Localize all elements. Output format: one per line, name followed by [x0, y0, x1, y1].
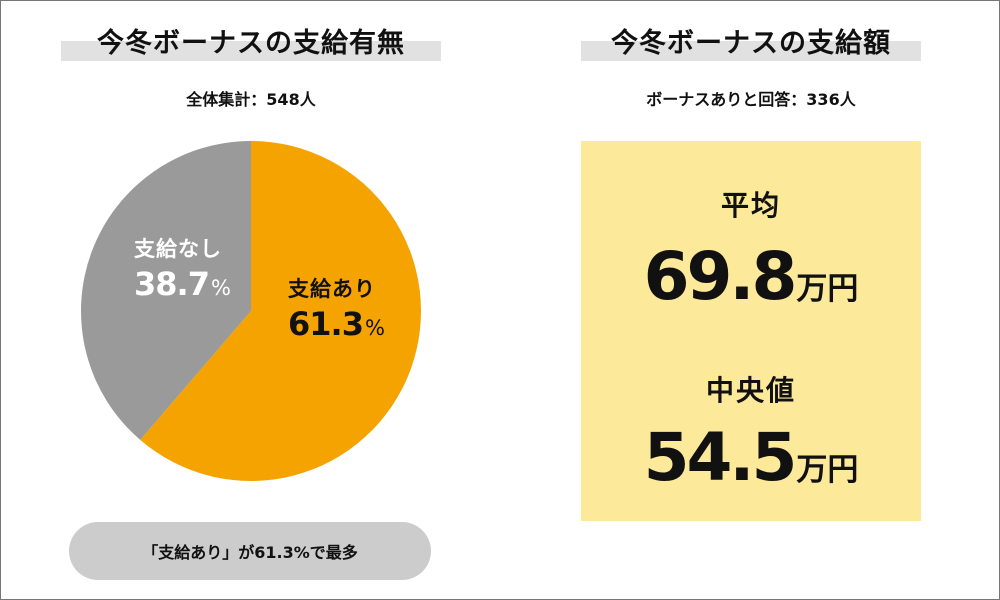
right-title-block: 今冬ボーナスの支給額 [581, 17, 921, 67]
median-value-row: 54.5万円 [581, 419, 921, 496]
slice-label-no: 支給なし 38.7% [134, 233, 231, 303]
median-unit: 万円 [796, 452, 859, 488]
slice-value-yes: 61.3 [288, 305, 364, 343]
pie-slice-yes [140, 141, 421, 482]
slice-name-yes: 支給あり [288, 277, 376, 301]
average-unit: 万円 [796, 271, 859, 307]
median-label: 中央値 [705, 374, 796, 407]
average-label: 平均 [720, 189, 781, 222]
pie-slice-no [80, 141, 251, 440]
slice-value-no: 38.7 [134, 265, 210, 303]
left-title: 今冬ボーナスの支給有無 [97, 28, 405, 59]
bonus-amount-box: 平均 69.8万円 中央値 54.5万円 [581, 141, 921, 521]
average-value-row: 69.8万円 [581, 238, 921, 315]
right-subtitle: ボーナスありと回答：336人 [646, 90, 856, 109]
slice-label-yes: 支給あり 61.3% [288, 273, 385, 343]
median-value: 54.5 [643, 419, 798, 496]
average-value: 69.8 [643, 238, 798, 315]
slice-pct-yes: 61.3% [288, 305, 385, 343]
slice-name-no: 支給なし [134, 237, 222, 261]
right-title-highlight [581, 41, 921, 61]
right-title: 今冬ボーナスの支給額 [611, 28, 891, 59]
summary-note: 「支給あり」が61.3%で最多 [69, 522, 431, 580]
slice-unit-yes: % [364, 316, 385, 340]
bonus-pie-chart [80, 141, 421, 482]
left-title-block: 今冬ボーナスの支給有無 [61, 17, 441, 67]
slice-pct-no: 38.7% [134, 265, 231, 303]
left-title-highlight [61, 41, 441, 61]
left-subtitle: 全体集計：548人 [186, 90, 316, 109]
slice-unit-no: % [210, 276, 231, 300]
